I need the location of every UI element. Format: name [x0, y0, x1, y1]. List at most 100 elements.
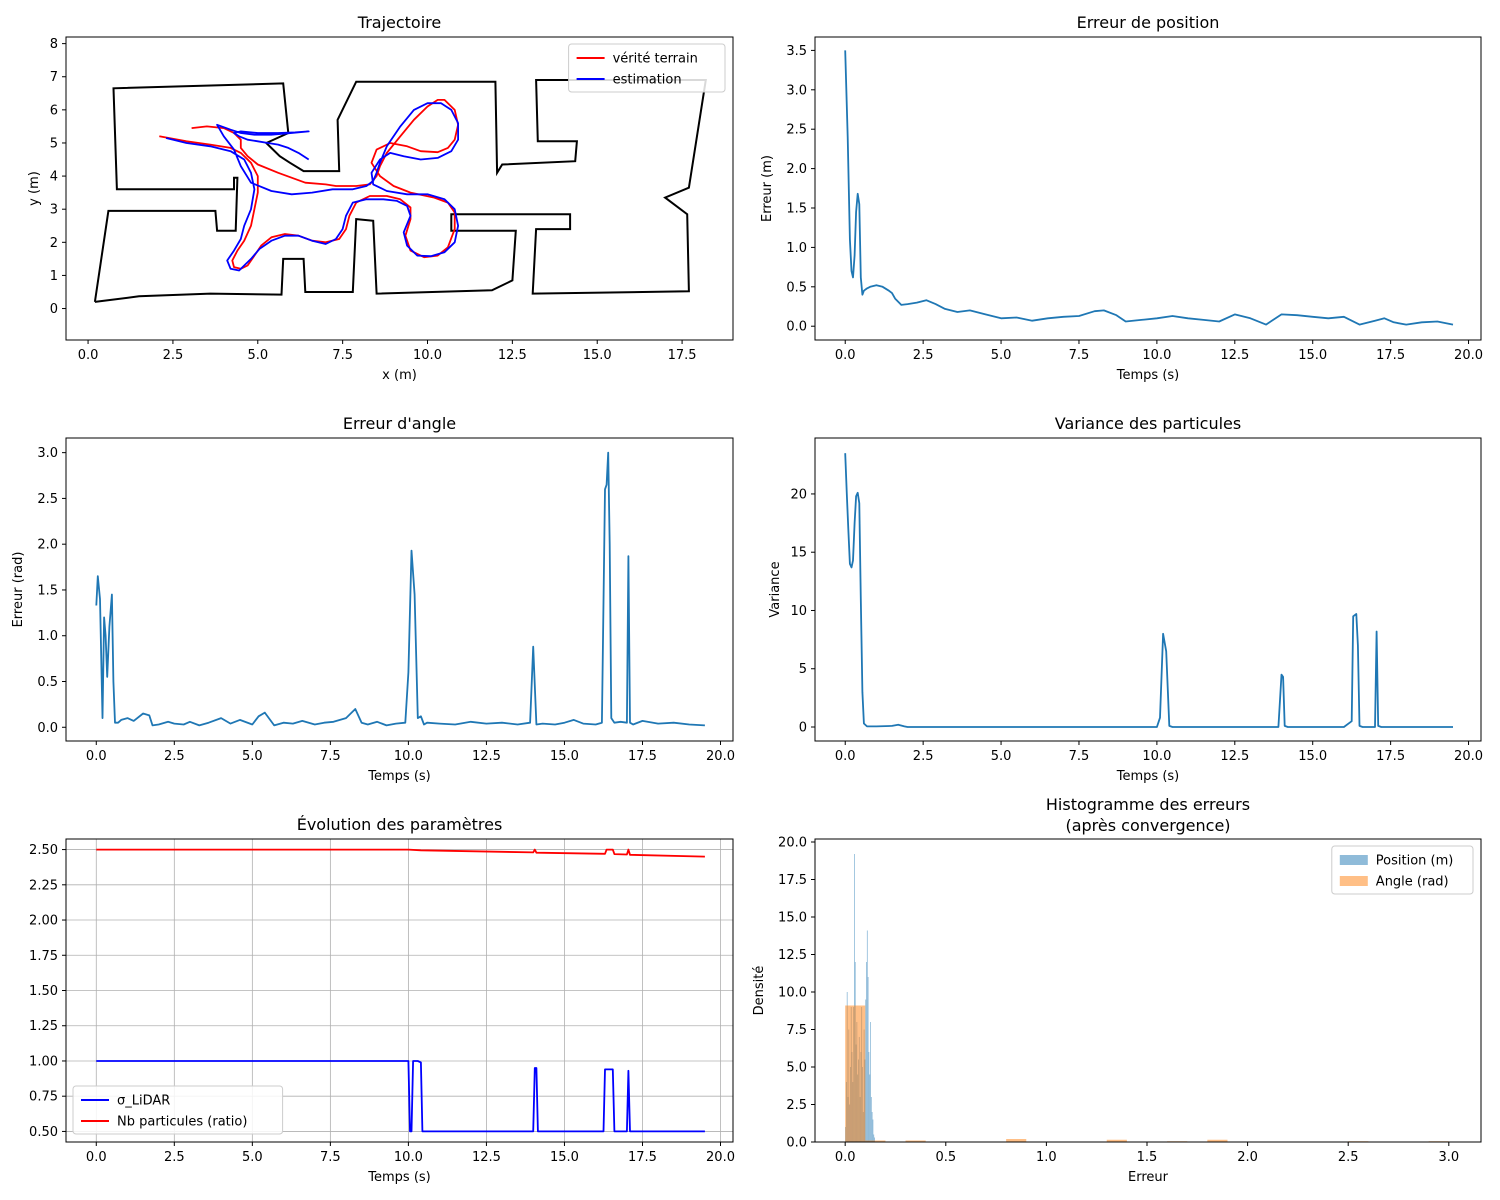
- x-tick-label-8: 20.0: [1454, 749, 1483, 764]
- chart-error_histogram: 0.0 0.5 1.0 1.5 2.0 2.5 3.0 0.0 2.5 5.0 7.5 10.0 12.…: [752, 795, 1482, 1185]
- series-line-0: [95, 451, 705, 727]
- x-tick-label-0: 0.0: [835, 348, 856, 363]
- y-tick-label-4: 2.0: [786, 162, 807, 177]
- x-axis-label: Temps (s): [1116, 769, 1179, 784]
- chart-title: Variance des particules: [1055, 414, 1241, 433]
- chart-title: Évolution des paramètres: [297, 815, 503, 834]
- hist-bar-0-27: [866, 930, 868, 1142]
- series-line-1: [96, 848, 705, 858]
- x-tick-label-1: 2.5: [164, 749, 185, 764]
- hist-bar-1-0: [845, 1005, 866, 1142]
- y-tick-label-7: 7: [50, 70, 58, 85]
- y-tick-label-1: 2.5: [786, 1098, 807, 1113]
- y-axis-label: Densité: [752, 966, 767, 1016]
- y-tick-label-6: 15.0: [778, 911, 807, 926]
- x-tick-label-3: 1.5: [1137, 1150, 1158, 1165]
- y-tick-label-2: 1.0: [786, 241, 807, 256]
- plot-area: [95, 451, 705, 727]
- hist-bar-1-2: [905, 1140, 926, 1142]
- x-tick-label-5: 12.5: [472, 1150, 501, 1165]
- y-tick-label-7: 17.5: [778, 873, 807, 888]
- y-tick-label-4: 1.50: [29, 984, 58, 999]
- y-axis-label: y (m): [27, 171, 42, 206]
- y-tick-label-8: 8: [50, 37, 58, 52]
- hist-bar-0-30: [869, 1074, 871, 1142]
- chart-title: Erreur d'angle: [343, 414, 456, 433]
- hist-bar-0-26: [866, 962, 867, 1142]
- map-outline-0: [93, 79, 707, 303]
- x-tick-label-8: 20.0: [706, 1150, 735, 1165]
- y-tick-label-2: 10: [790, 604, 807, 619]
- hist-bar-1-4: [1106, 1139, 1127, 1142]
- legend-label-0: vérité terrain: [613, 52, 698, 67]
- y-tick-label-0: 0.0: [786, 320, 807, 335]
- plot-area: [844, 453, 1453, 728]
- x-tick-label-7: 17.5: [668, 348, 697, 363]
- x-tick-label-1: 2.5: [913, 348, 934, 363]
- x-tick-label-5: 12.5: [1220, 348, 1249, 363]
- x-tick-label-7: 17.5: [1376, 749, 1405, 764]
- y-tick-label-5: 1.75: [29, 949, 58, 964]
- legend-swatch-0: [1339, 855, 1368, 865]
- axes-frame: [814, 838, 1482, 1143]
- chart-parameters: 0.0 2.5 5.0 7.5 10.0 12.5 15.0 17.5 20.0 0.50 0.75…: [29, 815, 735, 1185]
- legend-label-1: Nb particules (ratio): [117, 1115, 247, 1130]
- x-tick-label-5: 12.5: [498, 348, 527, 363]
- x-axis-label: Temps (s): [367, 769, 430, 784]
- y-tick-label-8: 2.50: [29, 843, 58, 858]
- x-tick-label-3: 7.5: [1069, 749, 1090, 764]
- x-axis-label: Temps (s): [1116, 368, 1179, 383]
- y-tick-label-2: 1.00: [29, 1054, 58, 1069]
- plot-area: [844, 50, 1454, 326]
- x-tick-label-1: 2.5: [164, 1150, 185, 1165]
- y-tick-label-3: 15: [790, 546, 807, 561]
- hist-bar-1-1: [865, 1140, 886, 1142]
- y-tick-label-0: 0: [50, 302, 58, 317]
- y-tick-label-2: 5.0: [786, 1061, 807, 1076]
- y-tick-label-4: 20: [790, 487, 807, 502]
- hist-bar-1-6: [1207, 1139, 1228, 1142]
- x-tick-label-7: 17.5: [628, 749, 657, 764]
- x-tick-label-1: 2.5: [913, 749, 934, 764]
- plot-area: [96, 848, 705, 1133]
- x-tick-label-0: 0.0: [78, 348, 99, 363]
- y-tick-label-4: 2.0: [37, 538, 58, 553]
- y-tick-label-1: 0.5: [37, 675, 58, 690]
- x-tick-label-6: 15.0: [1298, 749, 1327, 764]
- y-tick-label-3: 3: [50, 203, 58, 218]
- y-tick-label-1: 1: [50, 269, 58, 284]
- y-tick-label-6: 3.0: [786, 83, 807, 98]
- x-tick-label-2: 5.0: [242, 1150, 263, 1165]
- x-tick-label-0: 0.0: [835, 1150, 856, 1165]
- series-line-0: [844, 453, 1453, 728]
- x-tick-label-4: 10.0: [1142, 348, 1171, 363]
- legend-swatch-1: [1339, 876, 1368, 886]
- x-tick-label-1: 0.5: [935, 1150, 956, 1165]
- y-tick-label-5: 2.5: [786, 123, 807, 138]
- y-tick-label-5: 2.5: [37, 492, 58, 507]
- y-tick-label-6: 6: [50, 103, 58, 118]
- x-tick-label-2: 5.0: [247, 348, 268, 363]
- y-tick-label-4: 4: [50, 170, 58, 185]
- y-tick-label-2: 1.0: [37, 629, 58, 644]
- hist-bar-1-3: [1006, 1139, 1027, 1142]
- y-tick-label-2: 2: [50, 236, 58, 251]
- chart-position_error: 0.0 2.5 5.0 7.5 10.0 12.5 15.0 17.5 20.0 0.0 0.5 1.…: [760, 13, 1483, 383]
- y-tick-label-1: 0.75: [29, 1090, 58, 1105]
- y-tick-label-3: 1.5: [786, 202, 807, 217]
- y-tick-label-0: 0: [799, 721, 807, 736]
- x-tick-label-6: 15.0: [1298, 348, 1327, 363]
- x-tick-label-4: 10.0: [413, 348, 442, 363]
- chart-title: Erreur de position: [1077, 13, 1220, 32]
- axes-frame: [814, 437, 1482, 742]
- series-line-0: [844, 50, 1454, 326]
- x-tick-label-4: 10.0: [394, 749, 423, 764]
- x-tick-label-6: 3.0: [1438, 1150, 1459, 1165]
- y-tick-label-8: 20.0: [778, 836, 807, 851]
- hist-bar-0-33: [871, 1112, 873, 1142]
- chart-title: Histogramme des erreurs: [1046, 795, 1250, 814]
- y-tick-label-7: 2.25: [29, 878, 58, 893]
- hist-bar-0-34: [872, 1119, 874, 1142]
- y-tick-label-6: 3.0: [37, 446, 58, 461]
